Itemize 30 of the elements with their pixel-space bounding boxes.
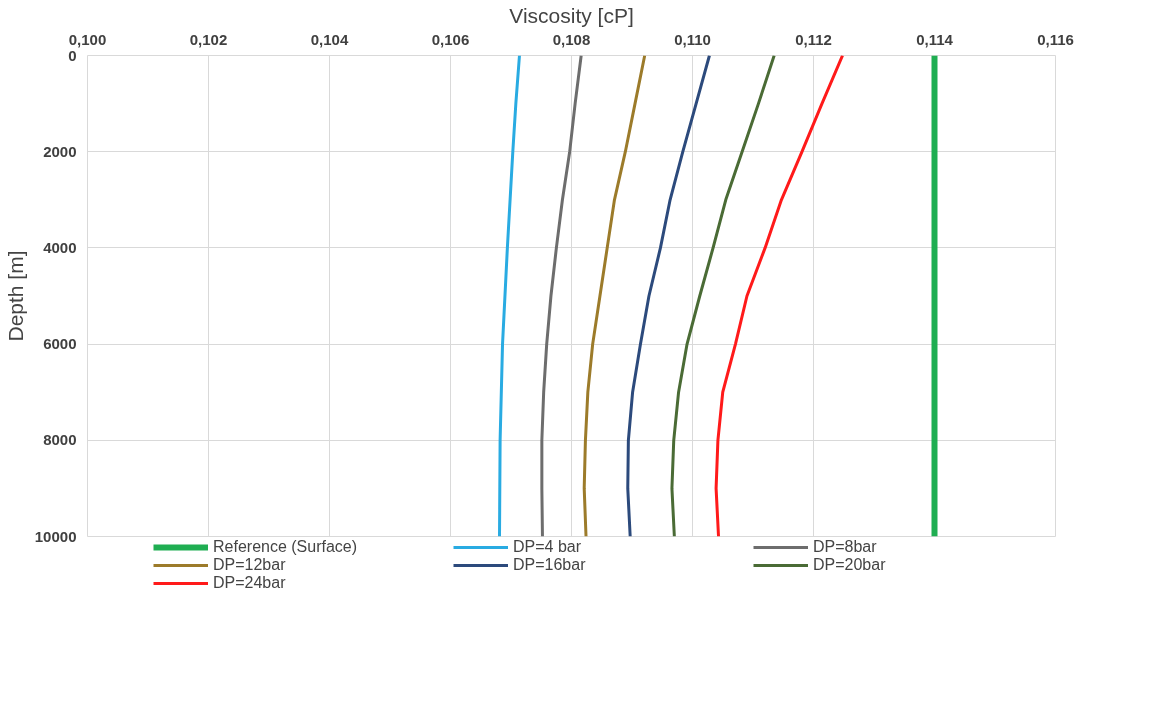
y-tick-label: 10000 bbox=[34, 527, 77, 545]
legend-label: DP=16bar bbox=[513, 556, 587, 574]
line-series bbox=[540, 55, 583, 537]
y-tick-label: 6000 bbox=[43, 335, 77, 353]
legend-label: DP=12bar bbox=[213, 556, 287, 574]
line-series bbox=[582, 55, 647, 537]
x-tick-label: 0,100 bbox=[68, 30, 107, 48]
y-tick-label: 4000 bbox=[43, 238, 77, 256]
y-tick-label: 0 bbox=[68, 46, 77, 64]
line-series bbox=[626, 55, 711, 537]
legend-label: DP=4 bar bbox=[513, 538, 583, 556]
legend-label: Reference (Surface) bbox=[213, 538, 359, 556]
x-tick-label: 0,116 bbox=[1037, 30, 1074, 48]
y-tick-label: 8000 bbox=[43, 431, 77, 449]
x-tick-label: 0,102 bbox=[189, 30, 228, 48]
x-tick-label: 0,110 bbox=[674, 30, 711, 48]
y-axis-title: Depth [m] bbox=[3, 250, 27, 342]
x-tick-label: 0,114 bbox=[916, 30, 954, 48]
legend-label: DP=20bar bbox=[813, 556, 887, 574]
x-axis-title: Viscosity [cP] bbox=[509, 3, 634, 27]
line-series bbox=[670, 55, 776, 537]
line-series bbox=[714, 55, 845, 537]
legend-label: DP=24bar bbox=[213, 574, 287, 592]
x-tick-label: 0,104 bbox=[310, 30, 349, 48]
legend-label: DP=8bar bbox=[813, 538, 878, 556]
line-series bbox=[498, 55, 521, 537]
y-tick-label: 2000 bbox=[43, 142, 77, 160]
x-tick-label: 0,108 bbox=[552, 30, 591, 48]
x-tick-label: 0,112 bbox=[795, 30, 832, 48]
x-tick-label: 0,106 bbox=[431, 30, 470, 48]
